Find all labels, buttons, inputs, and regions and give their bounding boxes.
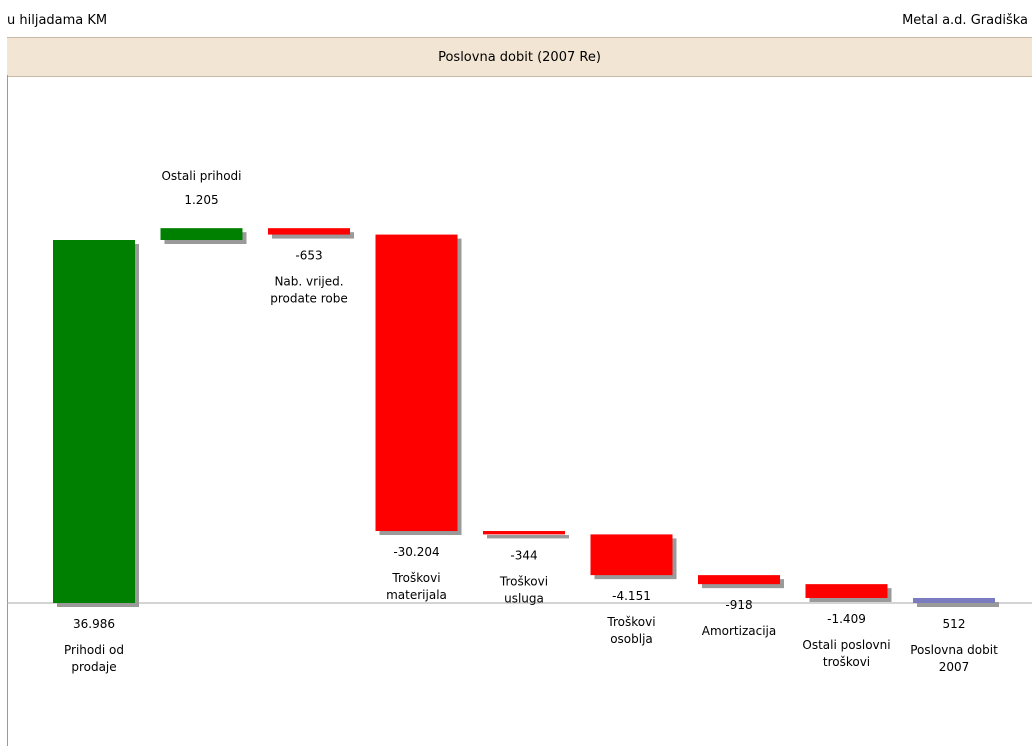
bar-5 [483, 531, 565, 535]
category-label: materijala [386, 588, 447, 602]
category-label: Troškovi [391, 571, 440, 585]
category-label: osoblja [610, 632, 653, 646]
bar-1 [53, 240, 135, 603]
chart-title-bar: Poslovna dobit (2007 Re) [7, 37, 1032, 77]
category-label: Poslovna dobit [910, 643, 998, 657]
bar-6 [590, 534, 673, 576]
bar-4 [375, 234, 458, 532]
value-label: -4.151 [612, 589, 651, 603]
value-label: 1.205 [184, 193, 218, 207]
bar-2 [160, 228, 243, 240]
value-label: 36.986 [73, 617, 115, 631]
bar-3 [268, 228, 350, 235]
value-label: -1.409 [827, 612, 866, 626]
value-label: -653 [295, 249, 322, 263]
category-label: prodate robe [270, 292, 348, 306]
bar-8 [805, 584, 888, 598]
chart-left-border [7, 75, 8, 746]
category-label: troškovi [823, 655, 870, 669]
value-label: 512 [943, 617, 966, 631]
category-label: Ostali prihodi [161, 169, 241, 183]
company-label: Metal a.d. Gradiška [902, 13, 1028, 28]
chart-title: Poslovna dobit (2007 Re) [438, 49, 601, 65]
value-label: -918 [725, 598, 752, 612]
bar-9 [913, 597, 995, 603]
category-label: prodaje [71, 660, 116, 674]
category-label: Troškovi [606, 615, 655, 629]
category-label: Prihodi od [64, 643, 124, 657]
units-label: u hiljadama KM [7, 13, 108, 28]
value-label: -30.204 [393, 545, 439, 559]
bar-7 [698, 575, 780, 585]
category-label: usluga [504, 591, 544, 605]
category-label: Troškovi [499, 574, 548, 588]
category-label: Amortizacija [702, 624, 776, 638]
bar-shadow [272, 232, 354, 239]
category-label: 2007 [939, 660, 970, 674]
category-label: Ostali poslovni [802, 638, 890, 652]
bar-shadow [917, 601, 999, 607]
category-label: Nab. vrijed. [274, 275, 343, 289]
value-label: -344 [510, 548, 537, 562]
bar-shadow [487, 535, 569, 539]
